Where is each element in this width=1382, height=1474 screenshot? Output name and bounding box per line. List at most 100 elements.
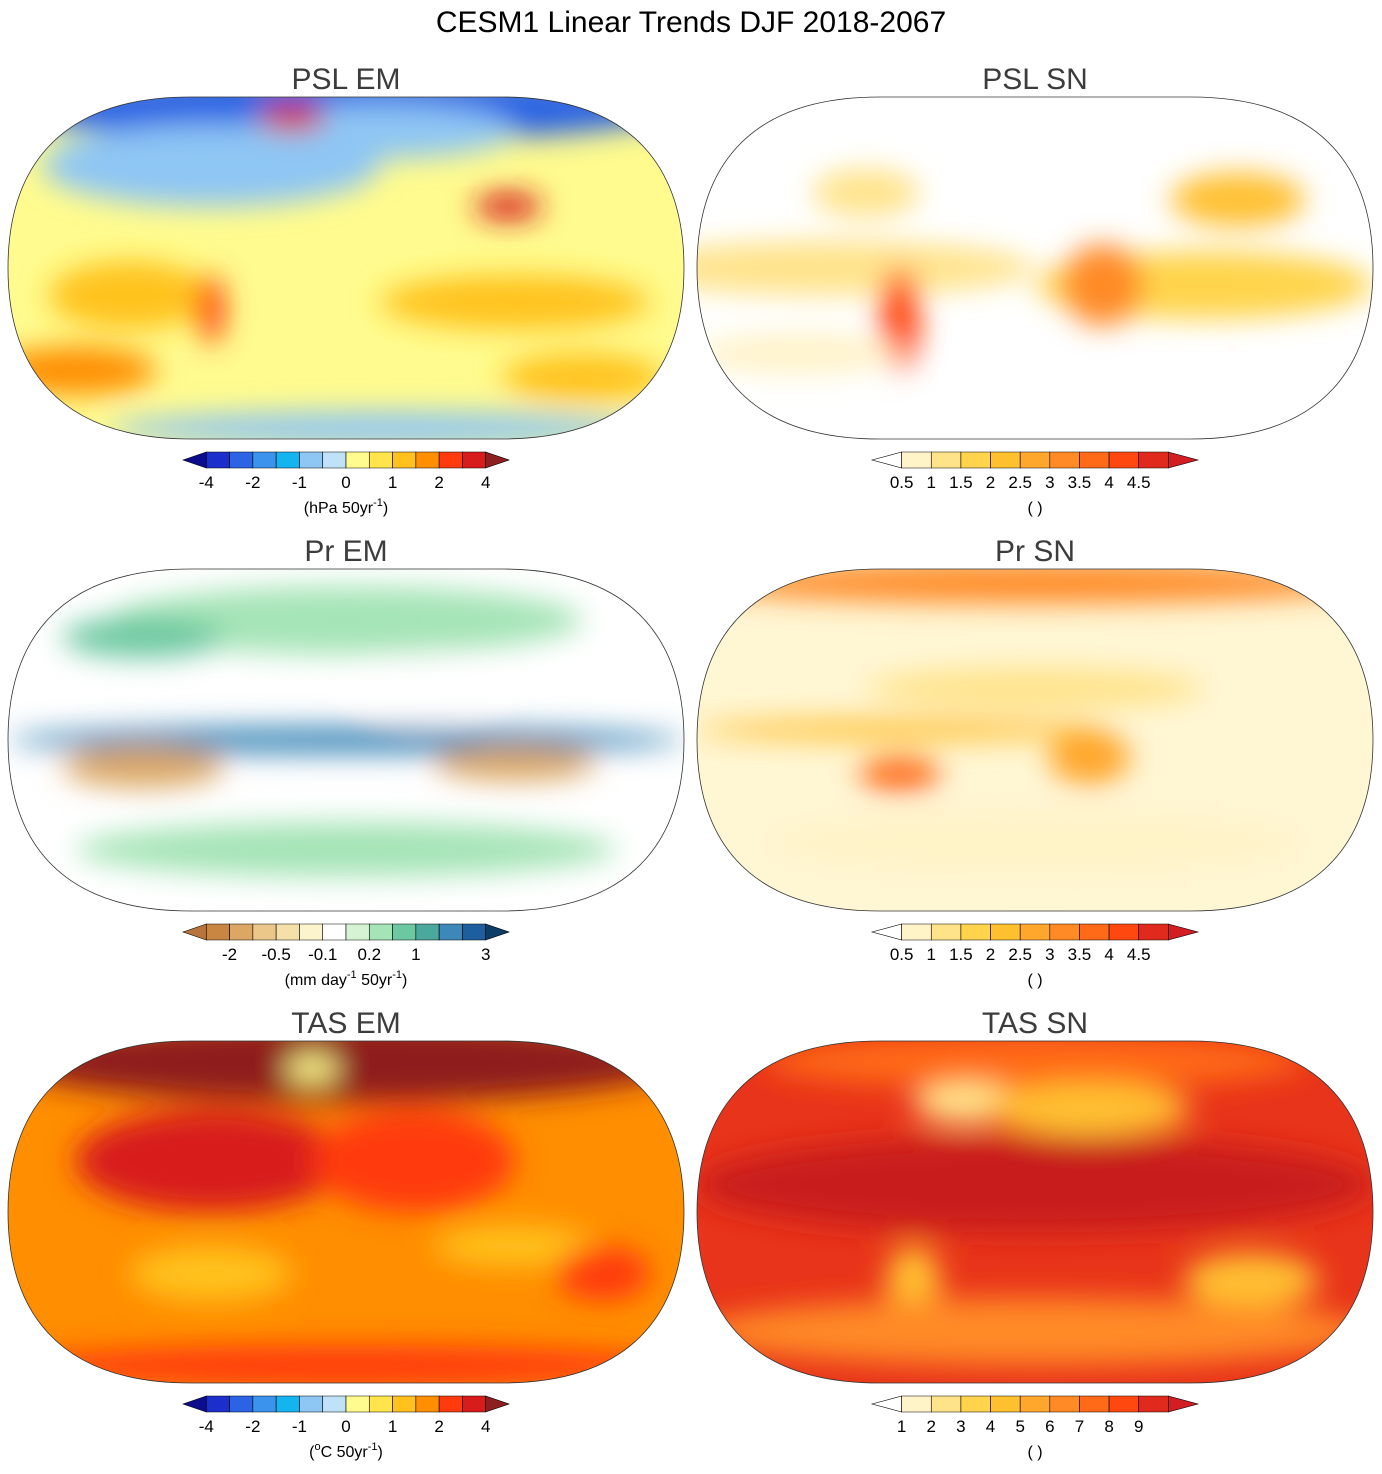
colorbar-tick-label: 1.5 bbox=[949, 473, 973, 492]
panel-title: Pr SN bbox=[995, 535, 1075, 568]
panel-title: TAS SN bbox=[982, 1007, 1088, 1040]
colorbar-box bbox=[438, 451, 463, 469]
field-blob bbox=[359, 654, 495, 723]
colorbar-box bbox=[960, 451, 991, 469]
panel-title: TAS EM bbox=[291, 1007, 400, 1040]
superscript: -1 bbox=[368, 1441, 378, 1453]
colorbar-box bbox=[930, 923, 962, 941]
map-field bbox=[697, 569, 1373, 877]
colorbar-tick-label: 4.5 bbox=[1127, 945, 1151, 964]
colorbar-tick-label: 1.5 bbox=[949, 945, 973, 964]
colorbar-box bbox=[485, 1395, 510, 1413]
field-blob bbox=[8, 1345, 684, 1383]
colorbar-box bbox=[252, 1395, 277, 1413]
colorbar-tick-label: -4 bbox=[199, 1417, 214, 1436]
colorbar-box bbox=[275, 923, 300, 941]
colorbar-tick-label: 0 bbox=[341, 473, 350, 492]
colorbar-box bbox=[438, 923, 463, 941]
colorbar-box bbox=[1079, 451, 1110, 469]
field-blob bbox=[433, 746, 597, 782]
colorbar-tick-label: 0.5 bbox=[890, 473, 914, 492]
map bbox=[8, 569, 684, 911]
field-blob bbox=[1183, 1253, 1319, 1308]
colorbar-box bbox=[1168, 923, 1200, 941]
map-field bbox=[697, 168, 1373, 375]
units-part: 50yr bbox=[357, 972, 393, 989]
field-blob bbox=[197, 274, 225, 344]
colorbar-box bbox=[229, 923, 254, 941]
colorbar-box bbox=[901, 1395, 932, 1413]
units-part: ( ) bbox=[1027, 972, 1042, 989]
figure-title: CESM1 Linear Trends DJF 2018-2067 bbox=[436, 6, 946, 39]
colorbar-box bbox=[299, 451, 324, 469]
colorbar-box bbox=[462, 923, 487, 941]
colorbar-tick-label: 9 bbox=[1134, 1417, 1143, 1436]
colorbar-box bbox=[415, 1395, 440, 1413]
map-outline bbox=[696, 568, 1374, 912]
colorbar-tick-label: 1 bbox=[388, 1417, 397, 1436]
superscript: o bbox=[314, 1441, 320, 1453]
colorbar-box bbox=[205, 451, 230, 469]
colorbar-tick-label: 2 bbox=[434, 1417, 443, 1436]
colorbar-box bbox=[229, 1395, 254, 1413]
colorbar-box bbox=[415, 451, 440, 469]
colorbar-tick-label: 1 bbox=[927, 473, 936, 492]
colorbar-units: ( ) bbox=[1027, 972, 1042, 989]
field-blob bbox=[1048, 729, 1130, 785]
map-field bbox=[697, 1041, 1373, 1366]
field-blob bbox=[62, 616, 225, 658]
units-part: ( bbox=[309, 1444, 315, 1461]
map bbox=[697, 569, 1373, 911]
map-field bbox=[8, 97, 684, 439]
colorbar-box bbox=[205, 923, 230, 941]
colorbar-tick-label: 3 bbox=[956, 1417, 965, 1436]
field-blob bbox=[764, 808, 1306, 877]
panel: Pr SN 0.5 1 1.5 2 2.5 3 3.5 4 4.5 ( ) bbox=[696, 535, 1374, 989]
colorbar-box bbox=[990, 923, 1021, 941]
field-blob bbox=[109, 586, 583, 655]
field-blob bbox=[75, 1109, 346, 1212]
colorbar-box bbox=[275, 1395, 300, 1413]
colorbar-tick-label: -2 bbox=[222, 945, 237, 964]
colorbar-tick-label: 7 bbox=[1075, 1417, 1084, 1436]
colorbar-box bbox=[252, 451, 277, 469]
colorbar-tick-label: 3 bbox=[1045, 945, 1054, 964]
colorbar-tick-label: 3 bbox=[481, 945, 490, 964]
panel: Pr EM-2 -0.5 -0.1 0.2 1 3(mm day-1 50yr-1) bbox=[7, 535, 685, 989]
colorbar-tick-label: 3.5 bbox=[1068, 473, 1092, 492]
colorbar-box bbox=[345, 923, 370, 941]
map-field bbox=[8, 586, 684, 877]
colorbar-box bbox=[930, 1395, 962, 1413]
colorbar-box bbox=[960, 923, 991, 941]
colorbar-box bbox=[252, 923, 277, 941]
colorbar-tick-label: 4 bbox=[1104, 945, 1113, 964]
colorbar-box bbox=[205, 1395, 230, 1413]
colorbar-box bbox=[1019, 451, 1051, 469]
field-blob bbox=[697, 1297, 1373, 1366]
units-part: C 50yr bbox=[321, 1444, 369, 1461]
map-outline bbox=[696, 1040, 1374, 1384]
colorbar-box bbox=[368, 923, 393, 941]
colorbar-tick-label: 2 bbox=[434, 473, 443, 492]
colorbar-box bbox=[392, 451, 417, 469]
field-blob bbox=[811, 168, 921, 217]
map bbox=[697, 1041, 1373, 1383]
colorbar-box bbox=[901, 923, 932, 941]
colorbar-box bbox=[870, 1395, 902, 1413]
colorbar-tick-label: 0.5 bbox=[890, 945, 914, 964]
colorbar-box bbox=[182, 451, 207, 469]
colorbar-tick-label: 5 bbox=[1015, 1417, 1024, 1436]
field-blob bbox=[258, 103, 326, 132]
field-blob bbox=[987, 1082, 1191, 1137]
map-outline bbox=[7, 96, 685, 440]
colorbar-tick-label: 2 bbox=[986, 945, 995, 964]
panel: PSL SN 0.5 1 1.5 2 2.5 3 3.5 4 4.5 ( ) bbox=[696, 63, 1374, 517]
colorbar-box bbox=[870, 451, 902, 469]
colorbar-box bbox=[1019, 923, 1051, 941]
colorbar-box bbox=[1108, 923, 1140, 941]
colorbar-units: ( ) bbox=[1027, 500, 1042, 517]
field-blob bbox=[859, 757, 941, 792]
colorbar-tick-label: 4 bbox=[1104, 473, 1113, 492]
colorbar-box bbox=[990, 1395, 1021, 1413]
field-blob bbox=[886, 1246, 941, 1315]
